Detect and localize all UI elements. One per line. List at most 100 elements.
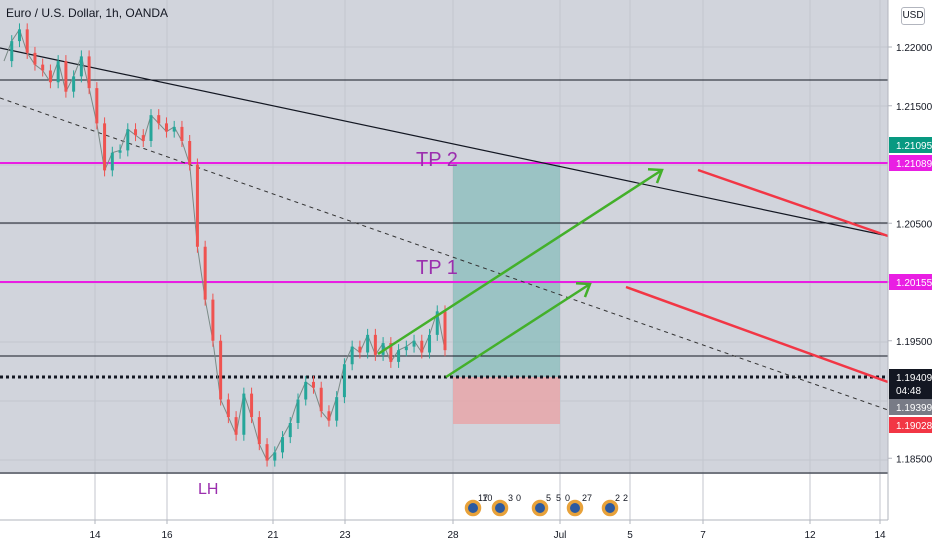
candle-body-26 xyxy=(203,246,207,300)
candle-body-41 xyxy=(319,387,323,412)
time-tick-label-0: 14 xyxy=(89,530,101,541)
time-tick-label-7: 7 xyxy=(700,530,706,541)
time-tick-label-3: 23 xyxy=(339,530,351,541)
price-tick-label-5: 1.18500 xyxy=(896,454,932,465)
price-badge-countdown: 04:48 xyxy=(896,386,921,397)
price-badge-value-1: 1.21089 xyxy=(896,159,932,170)
candle-body-43 xyxy=(335,397,339,421)
price-tick-label-1: 1.21500 xyxy=(896,102,932,113)
event-flag-core-4 xyxy=(605,503,615,513)
red-arrow-lower xyxy=(625,285,889,384)
horizontal-levels xyxy=(0,79,888,474)
time-tick-label-6: 5 xyxy=(627,530,633,541)
candle-body-28 xyxy=(219,340,223,400)
green-arrow-upper xyxy=(377,168,663,356)
time-tick-label-9: 14 xyxy=(874,530,886,541)
event-flag-label-2: 3 xyxy=(508,493,513,503)
candle-body-27 xyxy=(211,299,215,341)
price-badge-0 xyxy=(889,137,932,153)
annotation-lh: LH xyxy=(198,481,218,498)
candle-body-34 xyxy=(265,444,269,461)
candle-body-37 xyxy=(288,423,292,438)
candle-body-9 xyxy=(72,76,76,92)
event-flag-core-3 xyxy=(570,503,580,513)
candle-body-40 xyxy=(311,381,315,388)
candle-body-13 xyxy=(103,123,107,171)
plot-lower-area xyxy=(0,474,888,520)
price-badge-value-0: 1.21095 xyxy=(896,141,932,152)
candle-body-52 xyxy=(404,346,408,351)
event-flag-label-6: 0 xyxy=(565,493,570,503)
candle-body-3 xyxy=(25,29,29,53)
price-path xyxy=(3,28,446,462)
dashed-trend-line xyxy=(0,97,889,411)
candle-body-46 xyxy=(358,346,362,353)
candle-body-30 xyxy=(234,417,238,435)
event-flag-label-5: 5 xyxy=(556,493,561,503)
price-badge-value-2: 1.20155 xyxy=(896,278,932,289)
candle-body-36 xyxy=(281,437,285,453)
candle-body-51 xyxy=(397,350,401,362)
symbol-title[interactable]: Euro / U.S. Dollar, 1h, OANDA xyxy=(6,6,169,20)
candle-body-18 xyxy=(141,135,145,141)
candle-body-53 xyxy=(412,340,416,347)
candle-body-39 xyxy=(304,381,308,400)
price-badge-2 xyxy=(889,274,932,290)
candle-body-32 xyxy=(250,393,254,418)
time-tick-label-2: 21 xyxy=(267,530,279,541)
candle-body-1 xyxy=(10,41,14,62)
green-arrow-lower-head xyxy=(575,281,592,298)
candle-body-31 xyxy=(242,393,246,435)
candle-body-7 xyxy=(56,61,60,83)
annotation-tp2: TP 2 xyxy=(416,149,458,171)
candle-body-35 xyxy=(273,452,277,461)
candle-body-45 xyxy=(350,346,354,365)
price-badge-value-3: 1.19409 xyxy=(896,373,932,384)
price-tick-label-2: 1.20500 xyxy=(896,219,932,230)
green-arrow-lower xyxy=(445,282,591,379)
time-axis[interactable]: 14 16 21 23 28 Jul 5 7 12 14 xyxy=(89,520,886,541)
candle-body-14 xyxy=(110,152,114,171)
event-flag-label-9: 2 xyxy=(623,493,628,503)
candle-body-33 xyxy=(257,417,261,445)
event-flag-core-2 xyxy=(535,503,545,513)
price-badges: 1.21095 1.21089 1.20155 1.19409 04:48 1.19399… xyxy=(889,137,932,433)
annotation-tp1: TP 1 xyxy=(416,257,458,279)
event-flag-label-3: 0 xyxy=(516,493,521,503)
candle-body-4 xyxy=(33,52,37,65)
time-tick-label-5: Jul xyxy=(554,530,567,541)
price-badge-1 xyxy=(889,155,932,171)
candle-body-2 xyxy=(17,29,21,42)
event-flag-label-4: 5 xyxy=(546,493,551,503)
event-flag-core-1 xyxy=(495,503,505,513)
candle-body-16 xyxy=(126,129,130,151)
candle-body-11 xyxy=(87,56,91,89)
candle-body-21 xyxy=(164,123,168,132)
event-flag-core-0 xyxy=(468,503,478,513)
price-badge-3 xyxy=(889,369,932,399)
candle-body-29 xyxy=(226,399,230,418)
price-tick-label-0: 1.22000 xyxy=(896,43,932,54)
trend-lines xyxy=(0,47,889,411)
currency-button[interactable]: USD xyxy=(901,7,925,25)
candle-body-49 xyxy=(381,343,385,355)
time-tick-label-8: 12 xyxy=(804,530,816,541)
plot-shaded-area xyxy=(0,0,888,474)
candle-body-50 xyxy=(389,343,393,362)
candle-body-22 xyxy=(172,126,176,132)
price-series xyxy=(3,23,447,467)
price-badge-value-4: 1.19399 xyxy=(896,403,932,414)
time-tick-label-4: 28 xyxy=(447,530,459,541)
event-flag-label-0: 110 xyxy=(478,493,492,503)
candle-body-19 xyxy=(149,115,153,141)
candle-body-56 xyxy=(435,311,439,335)
price-badge-value-5: 1.19028 xyxy=(896,421,932,432)
candle-body-5 xyxy=(41,64,45,71)
projection-arrows xyxy=(377,168,889,384)
price-badge-5 xyxy=(889,417,932,433)
position-zones xyxy=(453,163,560,424)
candle-body-15 xyxy=(118,150,122,153)
candle-body-8 xyxy=(64,61,68,92)
